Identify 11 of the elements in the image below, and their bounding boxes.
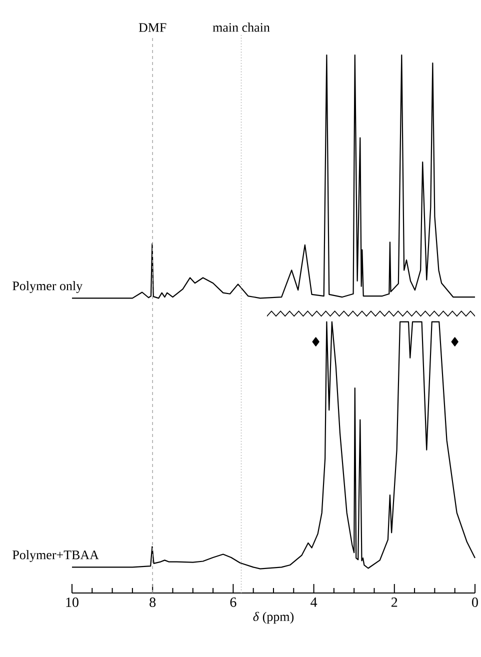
series-label: Polymer only xyxy=(12,281,83,293)
ref-line-label: DMF xyxy=(138,23,166,32)
x-tick-label: 4 xyxy=(310,598,318,607)
ref-line-label: main chain xyxy=(212,22,270,32)
x-axis-title: δ (ppm) xyxy=(253,612,294,624)
x-tick-label: 8 xyxy=(150,598,156,607)
x-tick-label: 6 xyxy=(230,598,236,607)
series-label: Polymer+TBAA xyxy=(12,550,99,562)
x-tick-label: 0 xyxy=(472,598,478,607)
x-tick-label: 2 xyxy=(392,598,398,607)
x-tick-label: 10 xyxy=(66,598,78,607)
